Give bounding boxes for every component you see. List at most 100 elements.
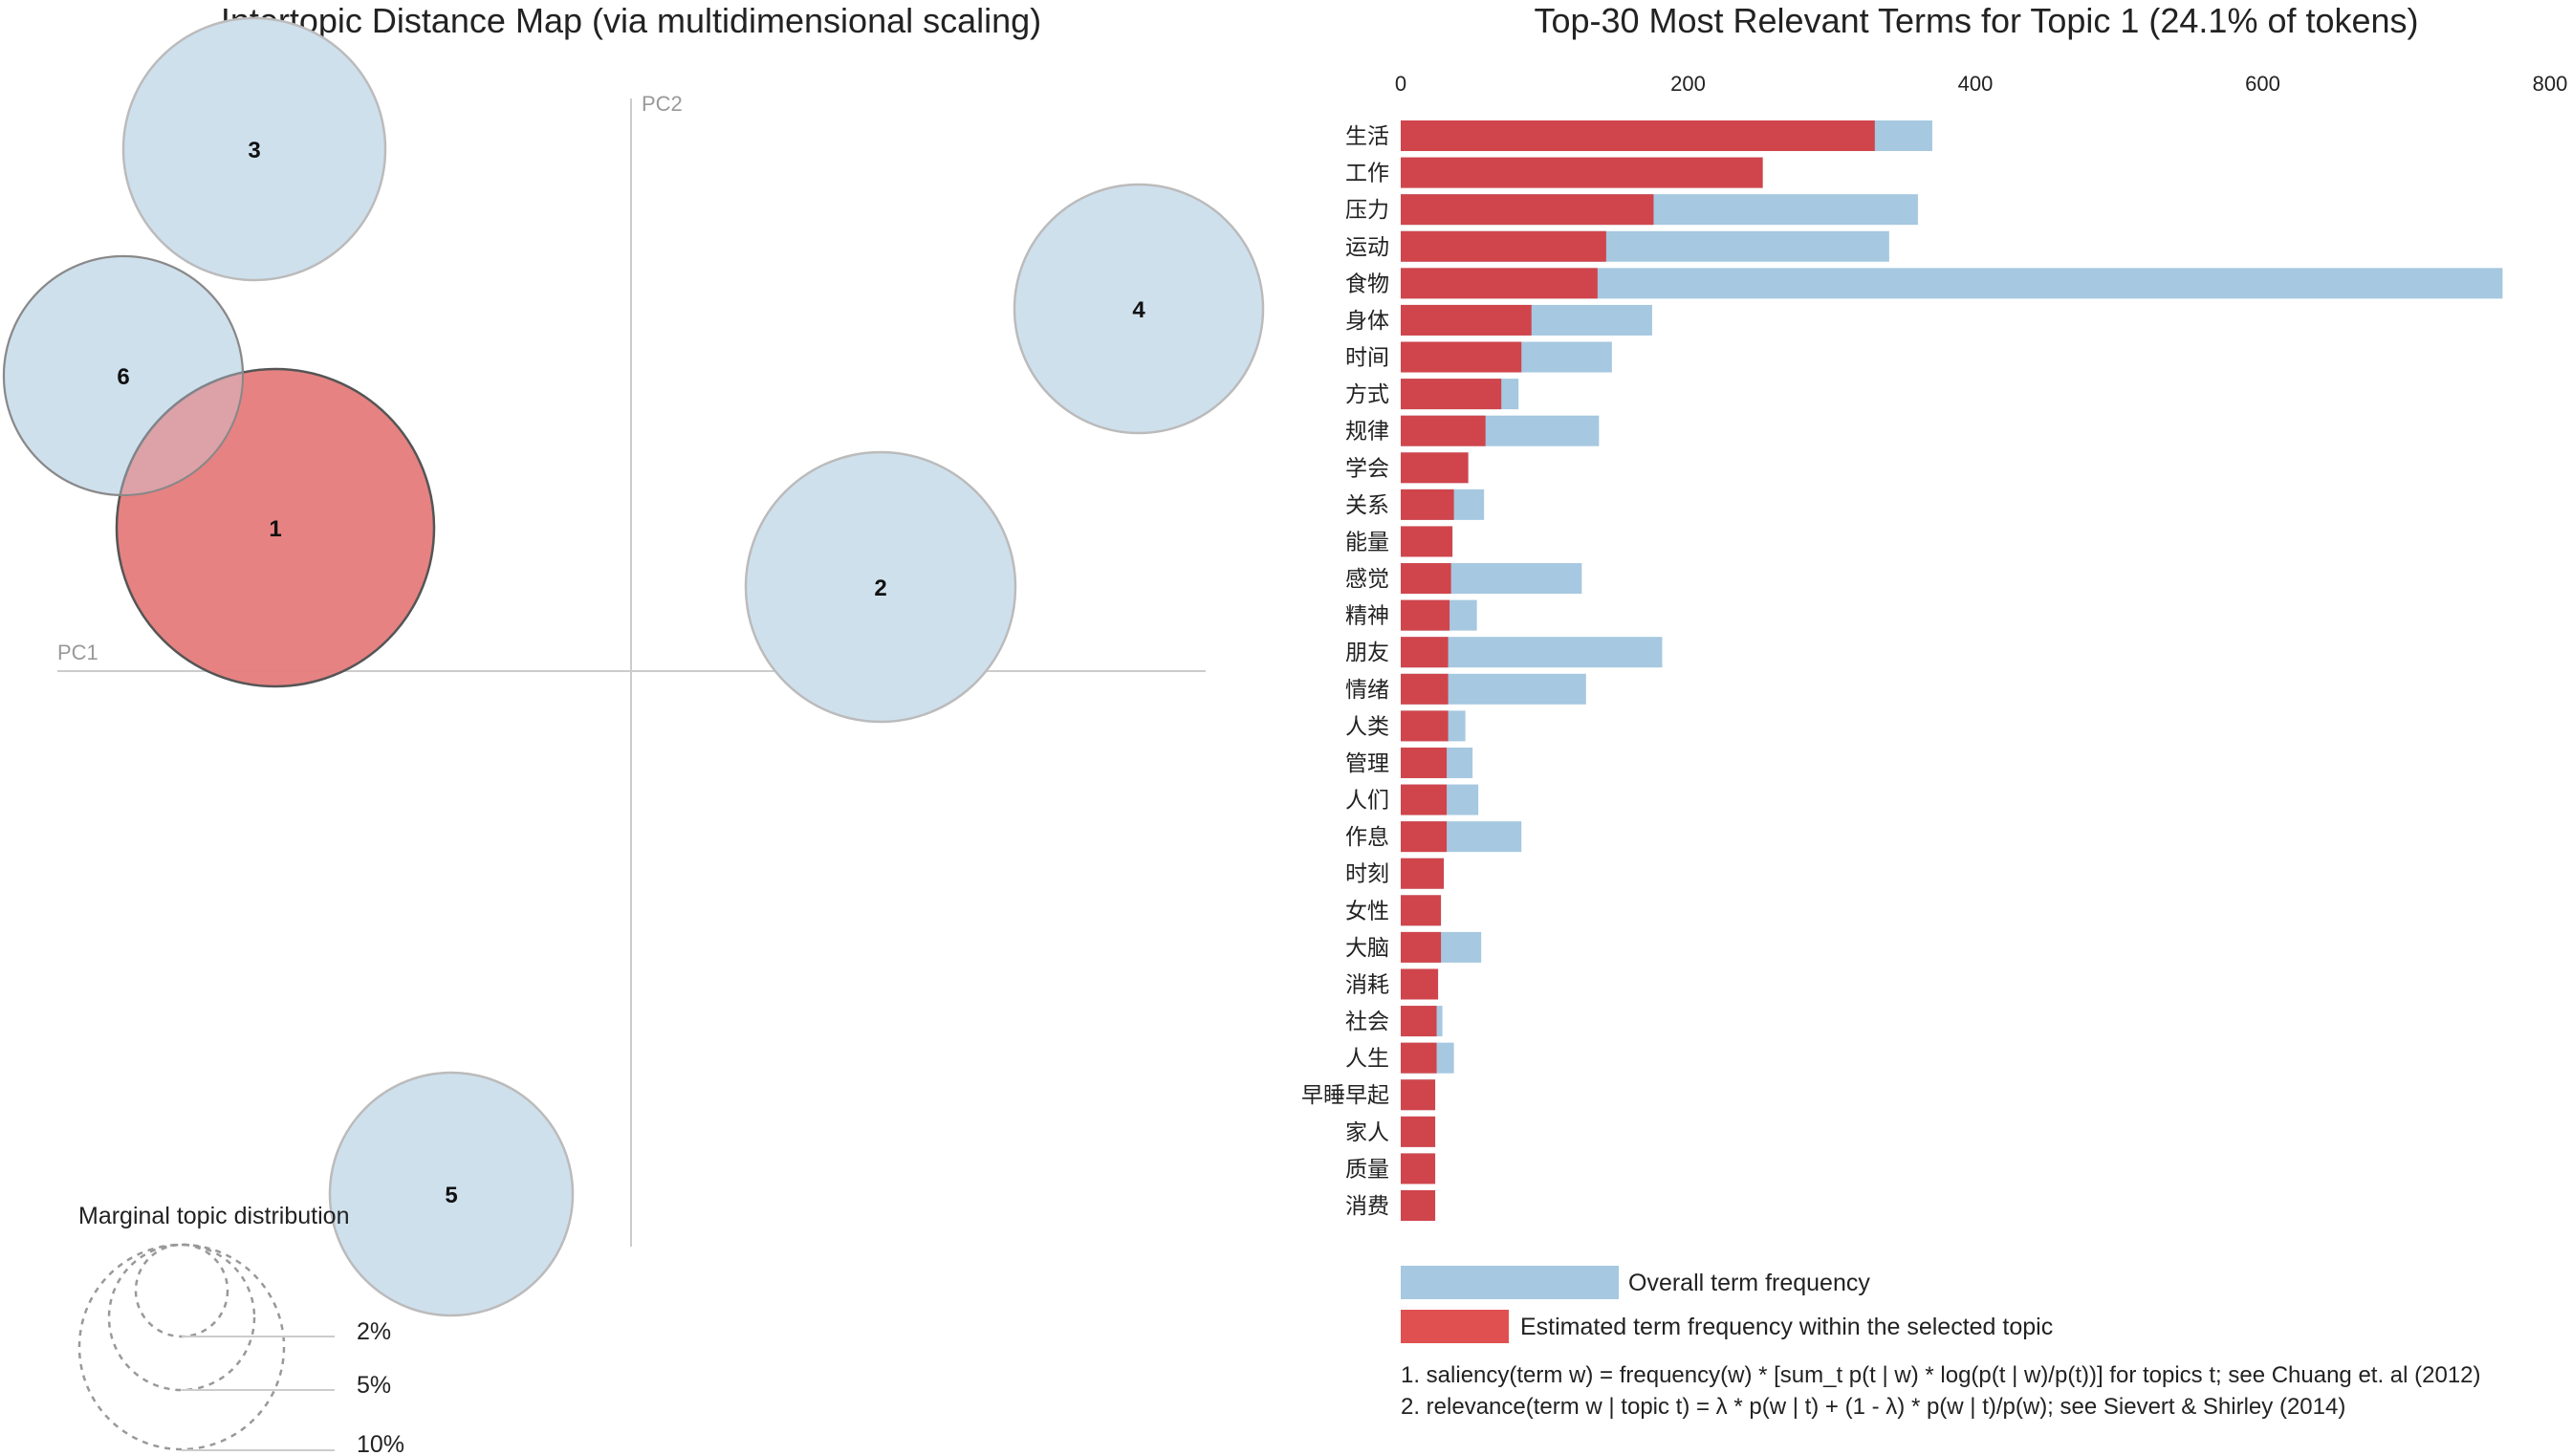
marginal-label-10: 10%	[357, 1431, 404, 1456]
term-label[interactable]: 时刻	[1345, 861, 1389, 886]
term-label[interactable]: 食物	[1345, 271, 1389, 295]
topic-circle-4[interactable]	[1013, 183, 1265, 435]
legend-overall-swatch	[1401, 1266, 1619, 1299]
legend-topic-swatch	[1401, 1310, 1509, 1343]
term-label[interactable]: 大脑	[1345, 935, 1389, 960]
term-bar-chart: Top-30 Most Relevant Terms for Topic 1 (…	[1301, 1, 2567, 1420]
x-tick-label: 600	[2245, 72, 2280, 96]
x-axis-ticks: 0 200 400 600 800	[1395, 72, 2567, 96]
topic-circle-2[interactable]	[744, 450, 1017, 724]
topic-circle-5[interactable]	[328, 1071, 575, 1317]
marginal-topic-legend: Marginal topic distribution 2% 5% 10%	[77, 1203, 404, 1456]
topic-label-3: 3	[248, 138, 260, 163]
x-tick-label: 400	[1958, 72, 1994, 96]
term-label[interactable]: 感觉	[1345, 566, 1389, 591]
term-label[interactable]: 消耗	[1345, 971, 1389, 996]
topic-frequency-bar[interactable]	[1401, 1190, 1436, 1221]
term-label[interactable]: 压力	[1345, 197, 1389, 222]
topic-frequency-bar[interactable]	[1401, 1079, 1436, 1111]
x-tick-label: 0	[1395, 72, 1406, 96]
term-label[interactable]: 学会	[1345, 455, 1389, 480]
topic-frequency-bar[interactable]	[1401, 230, 1606, 262]
topic-frequency-bar[interactable]	[1401, 526, 1453, 557]
term-label[interactable]: 朋友	[1345, 640, 1389, 664]
topic-frequency-bar[interactable]	[1401, 784, 1448, 815]
term-label[interactable]: 情绪	[1345, 677, 1389, 702]
term-label[interactable]: 精神	[1345, 603, 1389, 628]
term-label[interactable]: 管理	[1345, 750, 1389, 775]
bar-chart-title: Top-30 Most Relevant Terms for Topic 1 (…	[1534, 1, 2418, 40]
term-label[interactable]: 工作	[1345, 161, 1389, 185]
relevance-note: 2. relevance(term w | topic t) = λ * p(w…	[1401, 1394, 2345, 1420]
term-label[interactable]: 家人	[1345, 1119, 1389, 1144]
term-label[interactable]: 关系	[1345, 492, 1389, 517]
marginal-circle-2	[134, 1243, 229, 1338]
topic-circles: 3 6 4 2 5 1	[2, 16, 1265, 1317]
topic-label-2: 2	[874, 576, 886, 601]
term-label[interactable]: 能量	[1345, 529, 1389, 554]
topic-label-1: 1	[269, 516, 281, 542]
topic-frequency-bar[interactable]	[1401, 415, 1486, 446]
term-label[interactable]: 人们	[1345, 788, 1389, 813]
term-label[interactable]: 作息	[1345, 824, 1389, 849]
topic-frequency-bar[interactable]	[1401, 194, 1654, 226]
term-label[interactable]: 社会	[1345, 1009, 1389, 1033]
term-label[interactable]: 质量	[1345, 1156, 1389, 1181]
pc2-label: PC2	[642, 92, 683, 116]
topic-frequency-bar[interactable]	[1401, 379, 1502, 410]
topic-frequency-bar[interactable]	[1401, 268, 1598, 299]
topic-frequency-bar[interactable]	[1401, 637, 1449, 668]
topic-circle-1[interactable]	[115, 367, 436, 688]
x-tick-label: 800	[2533, 72, 2568, 96]
intertopic-distance-map: Intertopic Distance Map (via multidimens…	[2, 1, 1265, 1456]
topic-frequency-bar[interactable]	[1401, 120, 1875, 151]
topic-frequency-bar[interactable]	[1401, 858, 1445, 889]
topic-frequency-bar[interactable]	[1401, 563, 1451, 595]
marginal-legend-title: Marginal topic distribution	[78, 1203, 349, 1229]
saliency-note: 1. saliency(term w) = frequency(w) * [su…	[1401, 1362, 2481, 1388]
marginal-label-2: 2%	[357, 1318, 391, 1345]
bar-legend: Overall term frequency Estimated term fr…	[1401, 1266, 2053, 1343]
term-label[interactable]: 方式	[1345, 381, 1389, 406]
topic-frequency-bar[interactable]	[1401, 747, 1448, 778]
topic-circle-3[interactable]	[121, 16, 387, 282]
term-label[interactable]: 女性	[1345, 898, 1389, 923]
topic-circle-6-overlay	[3, 255, 244, 496]
topic-frequency-bar[interactable]	[1401, 599, 1450, 631]
term-label[interactable]: 生活	[1345, 123, 1389, 148]
topic-frequency-bar[interactable]	[1401, 157, 1763, 188]
term-label[interactable]: 人生	[1345, 1046, 1389, 1071]
term-label[interactable]: 时间	[1345, 345, 1389, 370]
term-label[interactable]: 人类	[1345, 713, 1389, 738]
pc1-label: PC1	[57, 641, 98, 664]
topic-label-6: 6	[117, 364, 129, 390]
term-label[interactable]: 规律	[1345, 419, 1389, 444]
topic-frequency-bar[interactable]	[1401, 931, 1442, 963]
legend-topic-label: Estimated term frequency within the sele…	[1520, 1314, 2053, 1340]
topic-frequency-bar[interactable]	[1401, 1042, 1437, 1074]
topic-frequency-bar[interactable]	[1401, 821, 1448, 853]
term-label[interactable]: 身体	[1345, 308, 1389, 333]
intertopic-map-title: Intertopic Distance Map (via multidimens…	[221, 1, 1041, 40]
topic-frequency-bar[interactable]	[1401, 968, 1439, 1000]
marginal-label-5: 5%	[357, 1372, 391, 1399]
term-label[interactable]: 早睡早起	[1301, 1082, 1389, 1107]
topic-frequency-bar[interactable]	[1401, 489, 1454, 520]
marginal-circle-5	[107, 1243, 256, 1392]
term-label[interactable]: 运动	[1345, 234, 1389, 259]
topic-frequency-bar[interactable]	[1401, 1006, 1437, 1037]
topic-frequency-bar[interactable]	[1401, 1116, 1436, 1147]
topic-frequency-bar[interactable]	[1401, 710, 1449, 742]
x-tick-label: 200	[1670, 72, 1706, 96]
topic-frequency-bar[interactable]	[1401, 1153, 1436, 1184]
topic-frequency-bar[interactable]	[1401, 452, 1469, 484]
topic-label-5: 5	[445, 1183, 457, 1208]
marginal-circle-10	[77, 1243, 286, 1451]
topic-frequency-bar[interactable]	[1401, 895, 1442, 926]
topic-frequency-bar[interactable]	[1401, 341, 1522, 373]
term-label[interactable]: 消费	[1345, 1193, 1389, 1218]
topic-frequency-bar[interactable]	[1401, 673, 1449, 705]
topic-frequency-bar[interactable]	[1401, 304, 1532, 336]
topic-label-4: 4	[1132, 297, 1145, 323]
